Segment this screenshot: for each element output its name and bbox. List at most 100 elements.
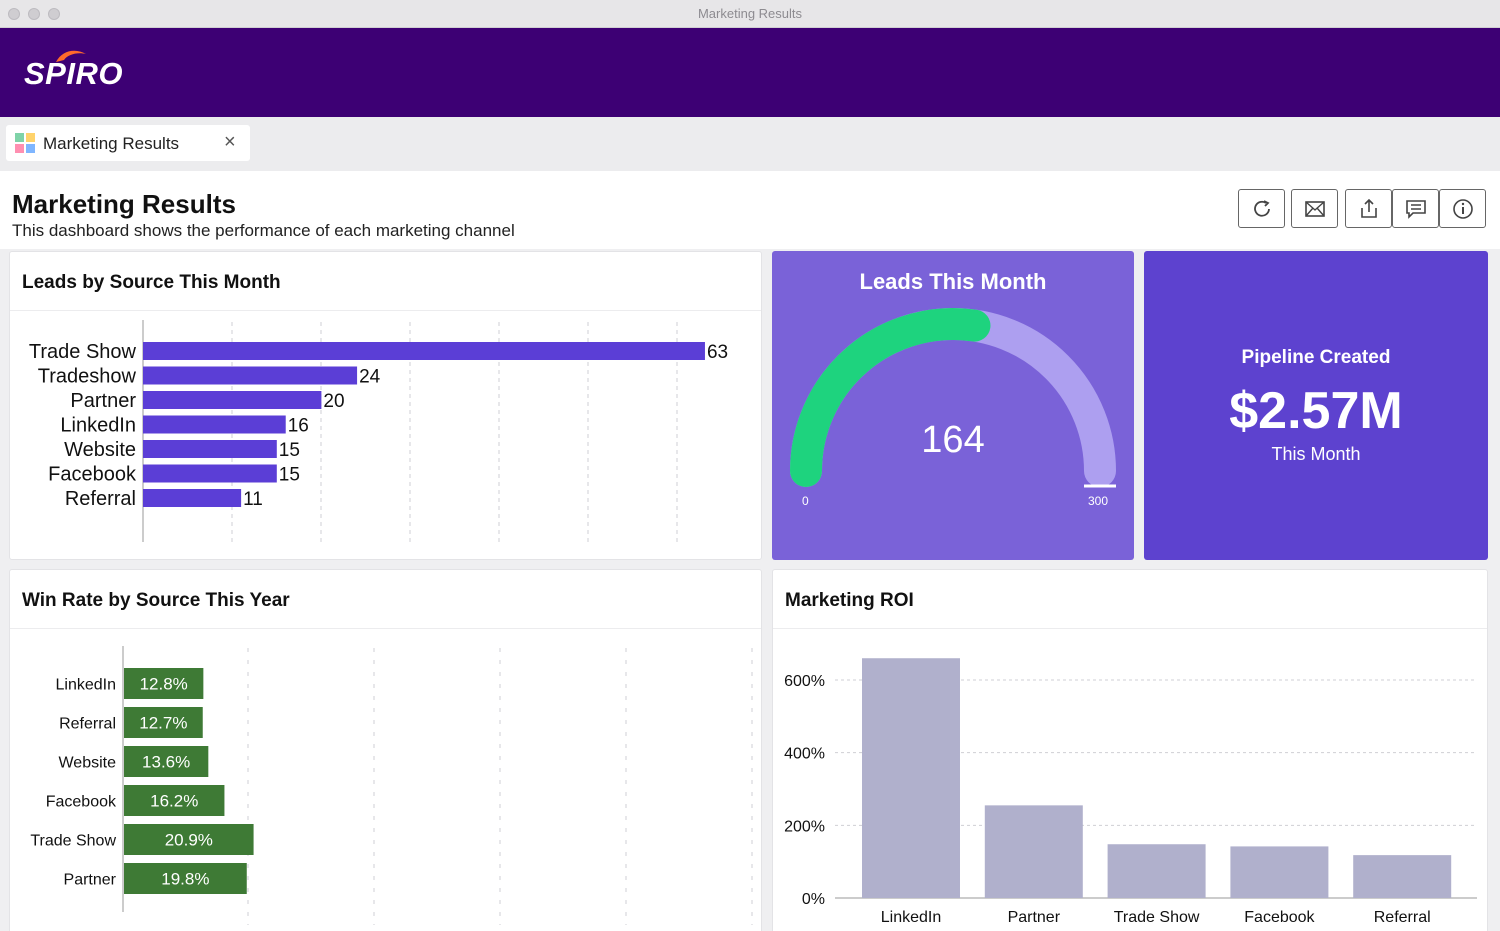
y-tick-label: 200% xyxy=(784,818,825,835)
tab-marketing-results[interactable]: Marketing Results × xyxy=(6,125,250,161)
category-label: Referral xyxy=(59,716,116,733)
category-label: Partner xyxy=(64,872,117,889)
win-rate-card[interactable]: Win Rate by Source This Year LinkedIn 12.… xyxy=(9,569,762,931)
x-tick-label: Partner xyxy=(1008,909,1061,926)
leads-gauge xyxy=(790,308,1116,488)
data-label: 16 xyxy=(288,416,309,437)
card-divider xyxy=(773,628,1487,629)
category-label: Tradeshow xyxy=(38,366,137,388)
category-label: Website xyxy=(64,439,136,461)
email-button[interactable] xyxy=(1291,189,1338,228)
window-zoom-button[interactable] xyxy=(48,8,60,20)
window-close-button[interactable] xyxy=(8,8,20,20)
bar xyxy=(124,668,204,699)
page-subtitle: This dashboard shows the performance of … xyxy=(12,221,515,240)
data-label: 15 xyxy=(279,440,300,461)
dashboard-icon xyxy=(15,133,35,153)
bar xyxy=(1353,855,1452,898)
data-label: 63 xyxy=(707,342,728,363)
share-icon xyxy=(1361,198,1377,218)
marketing-roi-title: Marketing ROI xyxy=(785,590,914,611)
refresh-icon xyxy=(1254,200,1270,217)
leads-by-source-chart: Trade Show 63 Tradeshow 24 Partner 20 LinkedIn… xyxy=(29,320,728,542)
comment-icon xyxy=(1406,200,1426,219)
page-header: Marketing Results This dashboard shows t… xyxy=(0,171,1500,249)
leads-by-source-card[interactable]: Leads by Source This Month Trade Show 63 T… xyxy=(9,251,762,560)
pipeline-created-card[interactable]: Pipeline Created $2.57M This Month xyxy=(1144,251,1488,560)
bar xyxy=(143,415,286,434)
pipeline-title: Pipeline Created xyxy=(1241,347,1391,368)
window-titlebar: Marketing Results xyxy=(0,0,1500,28)
x-tick-label: Facebook xyxy=(1244,909,1315,926)
leads-by-source-title: Leads by Source This Month xyxy=(22,272,281,293)
tab-label: Marketing Results xyxy=(43,134,180,153)
logo-flame-icon xyxy=(56,50,86,62)
data-label: 12.7% xyxy=(139,714,187,733)
window-minimize-button[interactable] xyxy=(28,8,40,20)
bar xyxy=(143,366,358,385)
bar xyxy=(143,391,322,409)
x-tick-label: Trade Show xyxy=(1114,909,1200,926)
x-tick-label: LinkedIn xyxy=(881,909,942,926)
card-divider xyxy=(10,310,761,311)
data-label: 11 xyxy=(243,489,263,510)
data-label: 20.9% xyxy=(165,831,213,850)
data-label: 12.8% xyxy=(140,675,188,694)
leads-this-month-title: Leads This Month xyxy=(859,269,1047,294)
bar xyxy=(143,440,277,458)
gauge-max-label: 300 xyxy=(1088,494,1109,508)
bar xyxy=(143,464,277,483)
category-label: Trade Show xyxy=(29,341,137,363)
refresh-button[interactable] xyxy=(1238,189,1285,228)
marketing-roi-chart: 0% 200% 400% 600% LinkedIn Partner Trade Show F… xyxy=(784,658,1477,926)
marketing-roi-card[interactable]: Marketing ROI 0% 200% 400% 600% LinkedIn Part… xyxy=(772,569,1488,931)
bar xyxy=(124,746,209,777)
bar xyxy=(1230,846,1329,898)
app-logo[interactable]: SPIRO xyxy=(24,56,123,91)
share-button[interactable] xyxy=(1345,189,1392,228)
bar xyxy=(143,489,242,507)
bar xyxy=(124,824,254,855)
pipeline-period: This Month xyxy=(1271,444,1361,464)
y-tick-label: 600% xyxy=(784,673,825,690)
bar xyxy=(124,863,247,894)
y-tick-label: 0% xyxy=(802,891,825,908)
category-label: Partner xyxy=(70,390,136,412)
category-label: Facebook xyxy=(48,464,137,486)
tab-bar: Marketing Results × xyxy=(0,117,1500,171)
category-label: LinkedIn xyxy=(56,677,117,694)
pipeline-value: $2.57M xyxy=(1229,382,1403,440)
x-tick-label: Referral xyxy=(1374,909,1431,926)
data-label: 20 xyxy=(323,391,344,412)
page-title: Marketing Results xyxy=(12,189,236,219)
data-label: 24 xyxy=(359,367,381,388)
data-label: 15 xyxy=(279,465,300,486)
category-label: Website xyxy=(58,755,116,772)
data-label: 16.2% xyxy=(150,792,198,811)
category-label: Referral xyxy=(65,488,136,510)
category-label: LinkedIn xyxy=(60,415,136,437)
win-rate-chart: LinkedIn 12.8% Referral 12.7% Website 13.6% Fa… xyxy=(30,646,753,925)
bar xyxy=(1107,844,1206,898)
comment-button[interactable] xyxy=(1392,189,1439,228)
info-button[interactable] xyxy=(1439,189,1486,228)
tab-close-icon[interactable]: × xyxy=(224,131,236,153)
leads-this-month-card[interactable]: Leads This Month 164 0 300 xyxy=(772,251,1134,560)
bar xyxy=(124,707,203,738)
gauge-value: 164 xyxy=(921,419,985,461)
category-label: Trade Show xyxy=(30,833,116,850)
data-label: 19.8% xyxy=(161,870,209,889)
gauge-fill xyxy=(790,308,991,487)
data-label: 13.6% xyxy=(142,753,190,772)
bar xyxy=(124,785,225,816)
bar xyxy=(143,342,705,360)
gauge-min-label: 0 xyxy=(802,494,809,508)
info-icon xyxy=(1453,199,1473,219)
card-divider xyxy=(10,628,761,629)
win-rate-title: Win Rate by Source This Year xyxy=(22,590,290,611)
window-title: Marketing Results xyxy=(697,6,803,21)
email-icon xyxy=(1305,201,1325,217)
category-label: Facebook xyxy=(46,794,117,811)
app-header: SPIRO xyxy=(0,28,1500,117)
